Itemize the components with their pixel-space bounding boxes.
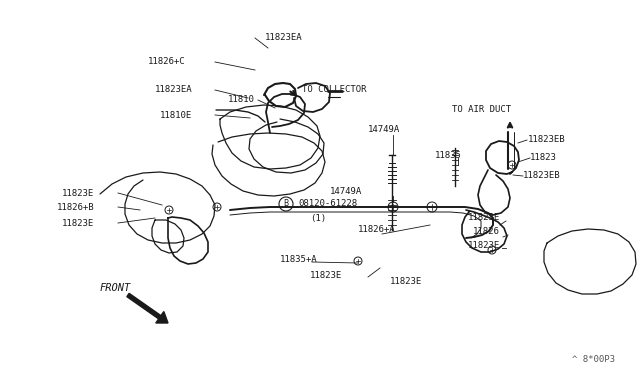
- Text: TO AIR DUCT: TO AIR DUCT: [452, 106, 511, 115]
- Text: 14749A: 14749A: [368, 125, 400, 135]
- Text: FRONT: FRONT: [100, 283, 131, 293]
- Text: 11835+A: 11835+A: [280, 256, 317, 264]
- Text: 11823E: 11823E: [310, 270, 342, 279]
- Text: 11826+A: 11826+A: [358, 225, 396, 234]
- Text: 11823EA: 11823EA: [265, 33, 303, 42]
- Text: B: B: [284, 199, 289, 208]
- Text: 11823EB: 11823EB: [528, 135, 566, 144]
- Text: 11823EA: 11823EA: [155, 86, 193, 94]
- Text: (1): (1): [310, 214, 326, 222]
- Text: 11826+C: 11826+C: [148, 58, 186, 67]
- Text: 11823E: 11823E: [390, 278, 422, 286]
- Text: 11810E: 11810E: [160, 110, 192, 119]
- Text: 11810: 11810: [228, 96, 255, 105]
- Text: 11823EB: 11823EB: [523, 171, 561, 180]
- Text: 11823E: 11823E: [468, 214, 500, 222]
- FancyArrow shape: [127, 294, 168, 323]
- Text: 08120-61228: 08120-61228: [298, 199, 357, 208]
- Text: 14749A: 14749A: [330, 187, 362, 196]
- Text: TO COLLECTOR: TO COLLECTOR: [302, 86, 367, 94]
- Text: 11826+B: 11826+B: [57, 202, 95, 212]
- Text: 11826: 11826: [473, 228, 500, 237]
- Text: 11823: 11823: [530, 154, 557, 163]
- Text: 11835: 11835: [435, 151, 462, 160]
- Text: 11823E: 11823E: [468, 241, 500, 250]
- Text: ^ 8*00P3: ^ 8*00P3: [572, 355, 615, 364]
- Text: 11823E: 11823E: [62, 218, 94, 228]
- Text: 11823E: 11823E: [62, 189, 94, 198]
